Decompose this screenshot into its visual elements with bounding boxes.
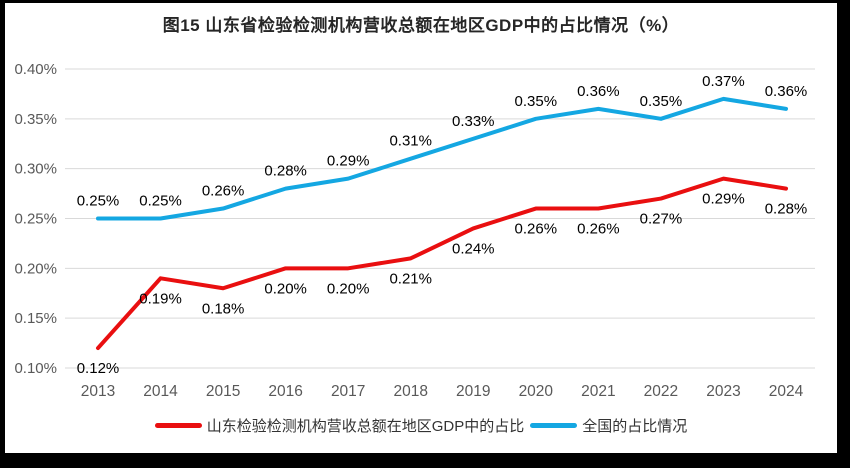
- data-label: 0.37%: [702, 73, 745, 90]
- legend-label-shandong: 山东检验检测机构营收总额在地区GDP中的占比: [206, 418, 525, 435]
- data-label: 0.27%: [640, 211, 683, 228]
- legend-item-national: 全国的占比情况: [530, 415, 687, 436]
- x-tick-label: 2024: [769, 383, 804, 400]
- y-tick-label: 0.30%: [14, 161, 57, 178]
- data-label: 0.18%: [202, 300, 245, 317]
- y-tick-label: 0.10%: [14, 360, 57, 377]
- x-tick-label: 2018: [393, 383, 427, 400]
- data-label: 0.25%: [139, 193, 182, 210]
- x-tick-label: 2020: [519, 383, 554, 400]
- data-label: 0.20%: [264, 280, 307, 297]
- x-tick-label: 2023: [706, 383, 740, 400]
- data-label: 0.26%: [202, 183, 245, 200]
- data-label: 0.35%: [640, 93, 683, 110]
- data-label: 0.33%: [452, 113, 495, 130]
- series-line-1: [96, 96, 788, 221]
- data-label: 0.36%: [765, 83, 808, 100]
- data-label: 0.29%: [702, 191, 745, 208]
- data-label: 0.20%: [327, 280, 370, 297]
- legend-swatch-shandong-line: [154, 423, 202, 428]
- chart-canvas: 0.40% 0.35% 0.30% 0.25% 0.20% 0.15% 0.10% 2013 2…: [14, 61, 815, 400]
- y-tick-label: 0.20%: [14, 260, 57, 277]
- x-tick-label: 2013: [81, 383, 115, 400]
- x-tick-label: 2015: [206, 383, 240, 400]
- legend-item-shandong: 山东检验检测机构营收总额在地区GDP中的占比: [154, 415, 525, 436]
- data-label: 0.35%: [515, 93, 558, 110]
- data-label: 0.21%: [389, 270, 432, 287]
- x-tick-label: 2016: [268, 383, 302, 400]
- chart-title: 图15 山东省检验检测机构营收总额在地区GDP中的占比情况（%）: [162, 16, 680, 35]
- x-tick-label: 2019: [456, 383, 490, 400]
- chart-legend: 山东检验检测机构营收总额在地区GDP中的占比 全国的占比情况: [5, 408, 837, 443]
- data-label: 0.12%: [77, 360, 120, 377]
- data-label: 0.36%: [577, 83, 620, 100]
- y-tick-label: 0.35%: [14, 111, 57, 128]
- data-label: 0.24%: [452, 240, 495, 257]
- data-label: 0.25%: [77, 193, 120, 210]
- x-tick-label: 2021: [581, 383, 615, 400]
- x-tick-label: 2014: [143, 383, 178, 400]
- x-tick-label: 2022: [644, 383, 678, 400]
- legend-label-national: 全国的占比情况: [582, 418, 688, 435]
- data-label: 0.28%: [264, 163, 307, 180]
- y-tick-label: 0.15%: [14, 310, 57, 327]
- legend-swatch-national-line: [530, 423, 578, 428]
- data-label: 0.28%: [765, 201, 808, 218]
- data-label: 0.19%: [139, 290, 182, 307]
- data-label: 0.31%: [389, 133, 432, 150]
- y-tick-label: 0.40%: [14, 61, 57, 78]
- data-label: 0.26%: [515, 221, 558, 238]
- data-label: 0.26%: [577, 221, 620, 238]
- y-tick-label: 0.25%: [14, 211, 57, 228]
- chart-area: 图15 山东省检验检测机构营收总额在地区GDP中的占比情况（%） 0.40% 0.…: [5, 3, 837, 453]
- x-tick-label: 2017: [331, 383, 365, 400]
- data-label: 0.29%: [327, 153, 370, 170]
- series-line-0: [96, 176, 788, 351]
